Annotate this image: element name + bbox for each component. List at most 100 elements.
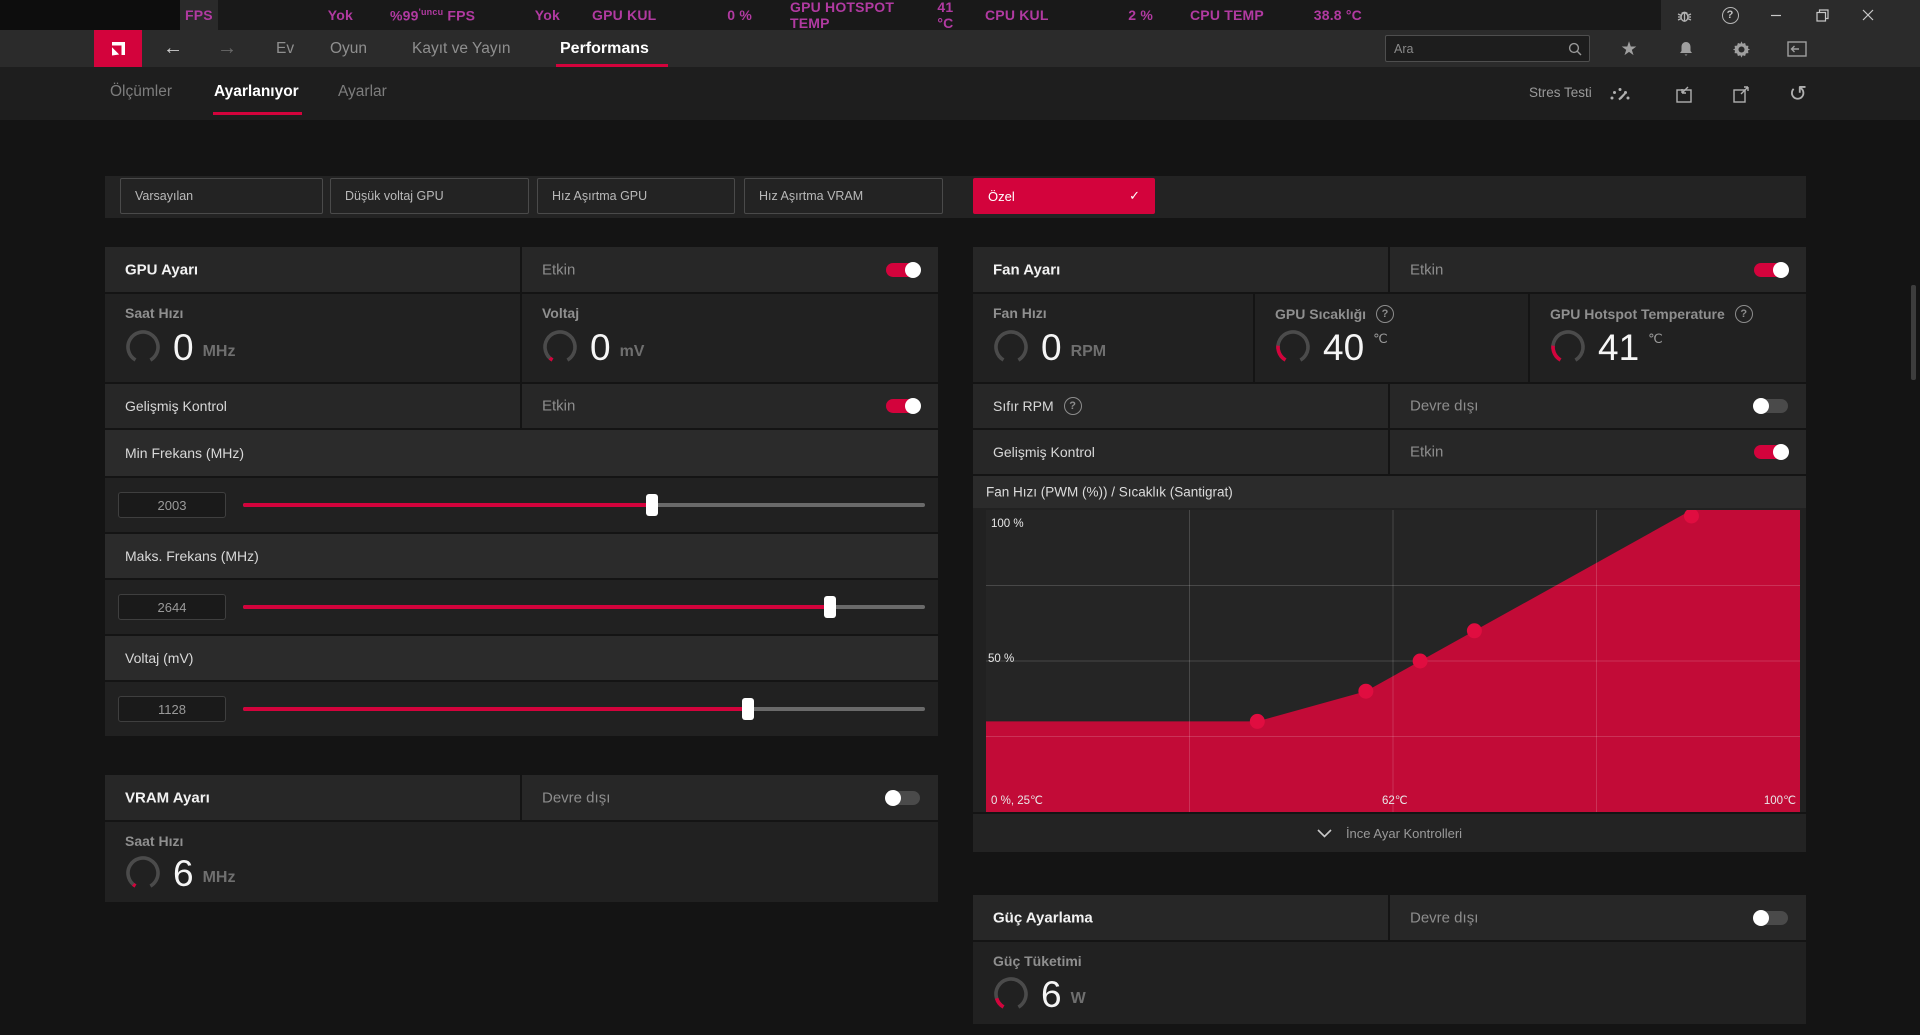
fan-tuning-toggle[interactable] (1754, 261, 1789, 278)
min-freq-label: Min Frekans (MHz) (125, 445, 245, 461)
metrics-overlay-bar: FPS Yok %99'uncu FPS Yok GPU KUL 0 % GPU… (0, 0, 1920, 31)
stress-test-label[interactable]: Stres Testi (1529, 84, 1592, 100)
fan-speed-cell: Fan Hızı 0 RPM (973, 294, 1253, 382)
metric-label: CPU KUL (985, 7, 1049, 23)
zero-rpm-toggle[interactable] (1753, 398, 1788, 414)
voltage-slider-label: Voltaj (mV) (125, 650, 194, 666)
fan-advanced-cell: Gelişmiş Kontrol (973, 430, 1388, 474)
min-freq-value-box[interactable]: 2003 (118, 492, 226, 518)
notifications-bell-icon[interactable] (1674, 37, 1698, 61)
tab-tuning[interactable]: Ayarlanıyor (214, 83, 299, 100)
search-input[interactable] (1386, 41, 1568, 56)
reset-icon[interactable]: ↺ (1788, 81, 1808, 106)
voltage-slider-thumb[interactable] (741, 698, 754, 720)
help-icon[interactable]: ? (1707, 0, 1753, 30)
max-freq-label-row: Maks. Frekans (MHz) (105, 534, 938, 578)
preset-overclock-vram-button[interactable]: Hız Aşırtma VRAM (744, 178, 943, 214)
fan-curve-point[interactable] (1412, 653, 1428, 669)
fan-advanced-state: Etkin (1410, 443, 1444, 461)
zero-rpm-cell: Sıfır RPM ? (973, 384, 1388, 428)
power-value: 6 (1041, 973, 1062, 1015)
metric-label: %99'uncu FPS (390, 6, 476, 24)
restore-button[interactable] (1799, 0, 1845, 30)
forward-arrow[interactable]: → (217, 37, 237, 59)
gpu-clock-label: Saat Hızı (125, 305, 184, 321)
tab-settings[interactable]: Ayarlar (338, 83, 387, 100)
min-freq-slider[interactable] (243, 494, 925, 516)
chevron-down-icon (1317, 828, 1332, 838)
power-consumption-cell: Güç Tüketimi 6 W (973, 942, 1806, 1024)
axis-label-100pct: 100 % (991, 518, 1024, 530)
vram-clock-value: 6 (173, 852, 194, 894)
gpu-tuning-toggle[interactable] (886, 261, 921, 278)
power-state-cell: Devre dışı (1390, 895, 1806, 940)
import-profile-icon[interactable] (1672, 82, 1696, 106)
voltage-slider[interactable] (243, 698, 925, 720)
min-freq-slider-thumb[interactable] (646, 494, 659, 516)
axis-label-62c: 62℃ (1382, 795, 1408, 807)
amd-logo[interactable] (94, 30, 142, 67)
metric-cpu-temp: CPU TEMP 38.8 °C (1190, 0, 1362, 30)
fan-advanced-toggle[interactable] (1754, 444, 1789, 460)
nav-item-home[interactable]: Ev (276, 39, 295, 57)
preset-custom-button[interactable]: Özel ✓ (973, 178, 1155, 214)
min-freq-slider-row: 2003 (105, 478, 938, 532)
fan-curve-point[interactable] (1683, 508, 1699, 524)
gpu-advanced-state-cell: Etkin (522, 384, 938, 428)
gpu-temp-help-icon[interactable]: ? (1376, 305, 1395, 323)
check-icon: ✓ (1129, 188, 1140, 203)
fan-speed-label: Fan Hızı (993, 305, 1047, 321)
hotspot-help-icon[interactable]: ? (1734, 305, 1753, 323)
favorites-star-icon[interactable]: ★ (1620, 38, 1638, 60)
max-freq-slider-thumb[interactable] (823, 596, 836, 618)
power-tuning-header: Güç Ayarlama (973, 895, 1388, 940)
gpu-tuning-state: Etkin (542, 261, 576, 278)
minimize-button[interactable] (1753, 0, 1799, 30)
close-button[interactable] (1845, 0, 1891, 30)
export-profile-icon[interactable] (1729, 82, 1753, 106)
nav-item-gaming[interactable]: Oyun (330, 39, 368, 57)
hotspot-unit: ℃ (1648, 331, 1663, 346)
metric-gpu-hotspot: GPU HOTSPOT TEMP 41 °C (790, 0, 970, 31)
fine-controls-label: İnce Ayar Kontrolleri (1345, 825, 1463, 841)
search-box[interactable] (1385, 35, 1590, 62)
nav-item-performance[interactable]: Performans (560, 39, 649, 57)
fan-state: Etkin (1410, 261, 1444, 278)
power-state: Devre dışı (1410, 909, 1479, 926)
vram-clock-unit: MHz (202, 868, 236, 886)
max-freq-slider[interactable] (243, 596, 925, 618)
hotspot-value: 41 (1598, 326, 1640, 368)
settings-gear-icon[interactable] (1729, 37, 1753, 61)
power-tuning-toggle[interactable] (1753, 909, 1788, 926)
metric-value: 41 °C (937, 0, 954, 31)
metric-gpu-util: GPU KUL 0 % (592, 0, 752, 30)
bug-report-icon[interactable] (1661, 0, 1707, 30)
stress-test-gauge-icon[interactable] (1608, 82, 1632, 106)
metric-99th-fps: %99'uncu FPS Yok (390, 0, 560, 30)
gpu-advanced-toggle[interactable] (886, 398, 921, 414)
zero-rpm-help-icon[interactable]: ? (1063, 397, 1082, 415)
vram-tuning-toggle[interactable] (885, 789, 920, 806)
fan-curve-point[interactable] (1466, 623, 1482, 639)
search-icon[interactable] (1568, 42, 1589, 56)
fan-curve-point[interactable] (1358, 683, 1374, 699)
back-arrow[interactable]: ← (163, 37, 183, 59)
vram-clock-cell: Saat Hızı 6 MHz (105, 822, 938, 902)
fan-curve-chart[interactable]: 100 % 50 % 0 %, 25℃ 62℃ 100℃ (986, 508, 1800, 812)
fan-curve-point[interactable] (1249, 713, 1265, 729)
nav-item-record-stream[interactable]: Kayıt ve Yayın (412, 39, 511, 57)
tab-metrics[interactable]: Ölçümler (110, 83, 173, 100)
panel-collapse-icon[interactable] (1785, 37, 1809, 61)
fan-curve-svg[interactable] (986, 508, 1800, 812)
fine-controls-expander[interactable]: İnce Ayar Kontrolleri (973, 814, 1806, 852)
page-scrollbar[interactable] (1911, 285, 1916, 380)
power-tuning-title: Güç Ayarlama (993, 909, 1093, 926)
voltage-value-box[interactable]: 1128 (118, 696, 226, 722)
preset-default-button[interactable]: Varsayılan (120, 178, 323, 214)
preset-overclock-gpu-button[interactable]: Hız Aşırtma GPU (537, 178, 735, 214)
max-freq-value-box[interactable]: 2644 (118, 594, 226, 620)
preset-undervolt-gpu-button[interactable]: Düşük voltaj GPU (330, 178, 529, 214)
gpu-clock-cell: Saat Hızı 0 MHz (105, 294, 520, 382)
preset-strip (105, 176, 1806, 218)
